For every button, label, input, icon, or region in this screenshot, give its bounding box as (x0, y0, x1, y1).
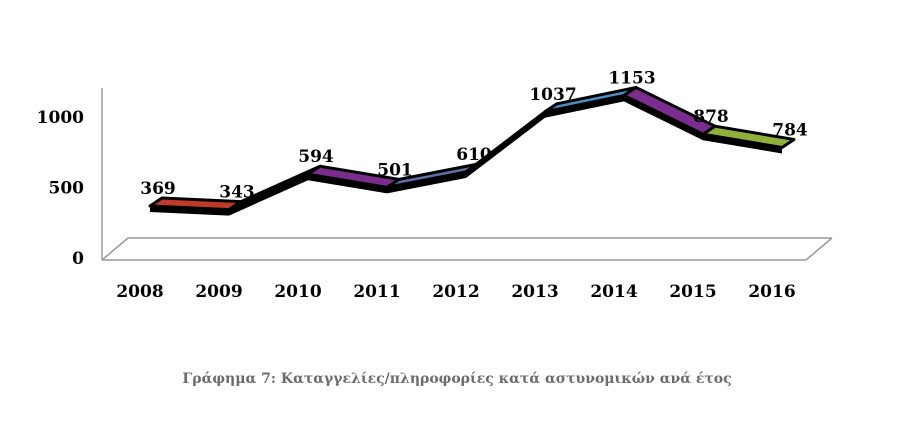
x-tick-label: 2016 (748, 282, 795, 302)
data-label: 369 (140, 179, 176, 199)
data-label: 501 (377, 160, 413, 180)
y-tick-label: 500 (49, 179, 85, 199)
data-label: 878 (693, 107, 729, 127)
x-tick-label: 2009 (195, 282, 242, 302)
x-tick-label: 2012 (432, 282, 479, 302)
x-tick-label: 2008 (116, 282, 163, 302)
data-label: 1153 (608, 68, 655, 88)
floor-left-edge (101, 237, 129, 261)
x-tick-label: 2015 (669, 282, 716, 302)
x-axis-ticks: 2008 2009 2010 2011 2012 2013 2014 2015 2016 (116, 282, 795, 302)
data-label: 594 (298, 147, 334, 167)
x-tick-label: 2014 (590, 282, 637, 302)
ribbon-top-segment (701, 124, 796, 149)
x-tick-label: 2013 (511, 282, 558, 302)
series-ribbon (148, 85, 796, 216)
floor-right-edge (805, 237, 833, 261)
y-axis-ticks: 0 500 1000 (37, 108, 84, 269)
data-label: 784 (772, 120, 808, 140)
figure-caption: Γράφημα 7: Καταγγελίες/πληροφορίες κατά … (182, 371, 732, 387)
data-label: 1037 (529, 85, 576, 105)
y-tick-label: 1000 (37, 108, 84, 128)
x-tick-label: 2010 (274, 282, 321, 302)
data-labels: 369 343 594 501 610 1037 1153 878 784 (140, 68, 808, 202)
data-label: 610 (456, 145, 492, 165)
axes (101, 88, 833, 261)
line-chart: 0 500 1000 2008 2009 2010 2011 2012 2013 2014 201… (37, 68, 833, 302)
x-tick-label: 2011 (353, 282, 400, 302)
y-tick-label: 0 (72, 249, 84, 269)
data-label: 343 (219, 183, 255, 203)
